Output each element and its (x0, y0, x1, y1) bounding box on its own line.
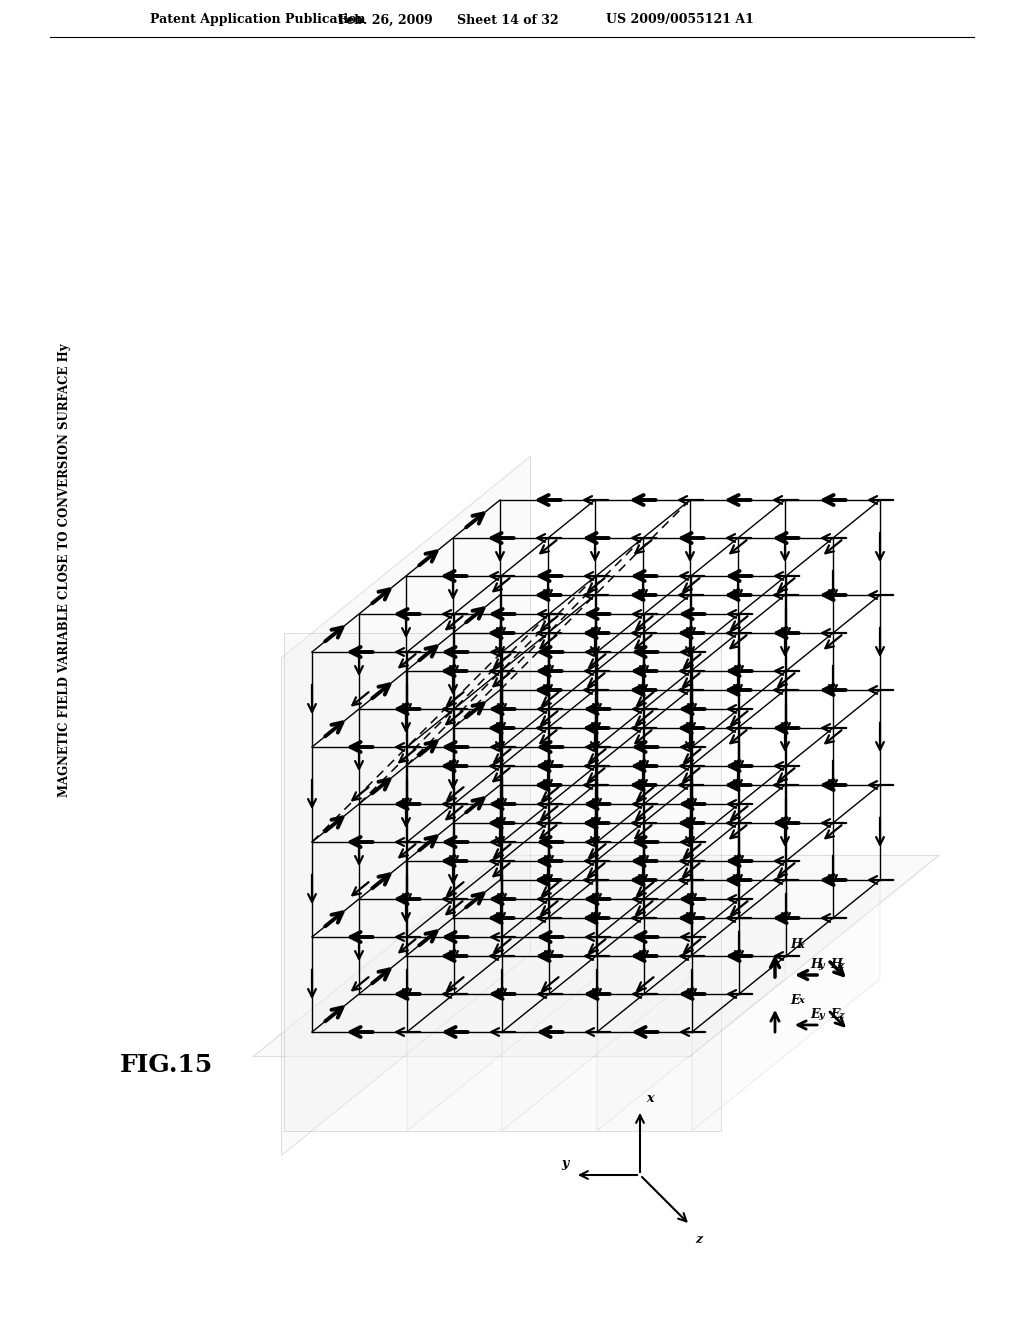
Polygon shape (597, 880, 785, 1131)
Polygon shape (407, 880, 595, 1131)
Text: H: H (830, 958, 842, 972)
Text: z: z (838, 1011, 844, 1020)
Text: FIG.15: FIG.15 (120, 1053, 213, 1077)
Text: H: H (790, 939, 802, 952)
Text: E: E (810, 1008, 819, 1022)
Text: Feb. 26, 2009: Feb. 26, 2009 (338, 13, 432, 26)
Text: Sheet 14 of 32: Sheet 14 of 32 (457, 13, 559, 26)
Text: y: y (818, 1011, 823, 1020)
Polygon shape (502, 880, 690, 1131)
Polygon shape (282, 457, 530, 1155)
Text: Patent Application Publication: Patent Application Publication (150, 13, 366, 26)
Polygon shape (692, 880, 880, 1131)
Text: US 2009/0055121 A1: US 2009/0055121 A1 (606, 13, 754, 26)
Text: x: x (798, 997, 804, 1005)
Text: H: H (810, 958, 821, 972)
Text: E: E (830, 1008, 840, 1022)
Text: x: x (646, 1092, 653, 1105)
Text: x: x (798, 941, 804, 950)
Polygon shape (253, 855, 939, 1057)
Text: z: z (838, 961, 844, 970)
Polygon shape (284, 634, 721, 1131)
Text: z: z (695, 1233, 702, 1246)
Text: E: E (790, 994, 800, 1006)
Text: y: y (561, 1158, 568, 1170)
Text: y: y (818, 961, 823, 970)
Text: MAGNETIC FIELD VARIABLE CLOSE TO CONVERSION SURFACE Hy: MAGNETIC FIELD VARIABLE CLOSE TO CONVERS… (58, 343, 72, 797)
